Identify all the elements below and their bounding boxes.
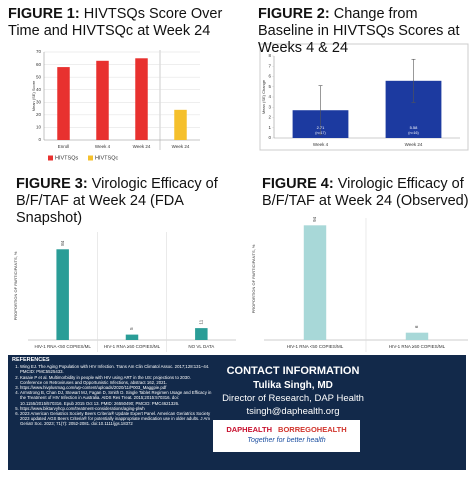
x-tick-label: Week 24 (133, 144, 151, 149)
figure-title: FIGURE 2: Change from Baseline in HIVTSQ… (258, 6, 472, 57)
contact-name: Tulika Singh, MD (253, 380, 333, 391)
legend-label: HIVTSQs (55, 155, 78, 161)
figure-label: FIGURE 2: (258, 6, 330, 22)
bar (57, 67, 70, 140)
count-label: (n=16) (408, 131, 419, 135)
y-axis-label: PROPORTION OF PARTICIPANTS, % (13, 251, 18, 320)
y-tick-label: 20 (36, 112, 42, 117)
reference: Wing EJ. The Aging Population with HIV I… (20, 364, 212, 374)
logo-tagline: Together for better health (247, 437, 326, 444)
value-label: 2.71 (317, 125, 326, 130)
references: REFERENCES Wing EJ. The Aging Population… (12, 357, 212, 427)
footer: REFERENCES Wing EJ. The Aging Population… (8, 355, 466, 470)
x-tick-label: Week 4 (313, 142, 329, 147)
figure-label: FIGURE 4: (262, 176, 334, 192)
contact: CONTACT INFORMATION Tulika Singh, MD Dir… (213, 365, 373, 417)
y-tick-label: 0 (38, 137, 41, 142)
y-tick-label: 3 (268, 104, 271, 109)
x-tick-label: NO VL DATA (188, 344, 214, 349)
y-tick-label: 30 (36, 99, 42, 104)
bar (96, 60, 109, 140)
bar (303, 225, 327, 340)
y-axis-label: Mean (SE) Change (261, 79, 266, 114)
bar (405, 332, 429, 340)
value-label: 11 (199, 319, 204, 324)
y-tick-label: 70 (36, 49, 42, 54)
y-tick-label: 5 (268, 84, 271, 89)
y-axis-label: Mean (SE) Score (31, 80, 36, 111)
value-label: 6 (414, 325, 419, 328)
title-text: Change from Baseline in HIVTSQs Scores a… (258, 6, 460, 56)
value-label: 5.58 (410, 125, 419, 130)
y-tick-label: 4 (268, 94, 271, 99)
legend-swatch (48, 155, 53, 161)
x-tick-label: HIV-1 RNA ≥50 COPIES/ML (104, 344, 161, 349)
logo-right: BORREGOHEALTH (278, 425, 347, 434)
legend-label: HIVTSQc (95, 155, 118, 161)
title-text: Virologic Efficacy of B/F/TAF at Week 24… (262, 176, 469, 209)
bar (125, 334, 139, 340)
logo-left: DAPHEALTH (226, 425, 273, 434)
reference: https://www.hivplusmag.com/wp-content/up… (20, 385, 212, 390)
figure-label: FIGURE 1: (8, 6, 80, 22)
x-tick-label: HIV-1 RNA ≥50 COPIES/ML (389, 344, 446, 349)
title-text: HIVTSQs Score Over Time and HIVTSQc at W… (8, 6, 223, 39)
references-title: REFERENCES (12, 357, 50, 363)
reference: Armstrong B, Chan DJ, Stewart MJ, Fagan … (20, 390, 212, 406)
count-label: (n=17) (315, 131, 326, 135)
y-tick-label: 60 (36, 62, 42, 67)
y-tick-label: 50 (36, 74, 42, 79)
y-tick-label: 6 (268, 74, 271, 79)
x-tick-label: Week 4 (95, 144, 111, 149)
x-tick-label: Week 24 (405, 142, 423, 147)
reference: Kasaie P et al. Multimorbidity in people… (20, 375, 212, 385)
figure-title: FIGURE 1: HIVTSQs Score Over Time and HI… (8, 6, 240, 40)
bar (56, 249, 69, 340)
x-tick-label: HIV-1 RNA <50 COPIES/ML (287, 344, 344, 349)
reference: https://www.biktarvyhcp.com/treatment-co… (20, 406, 212, 411)
reference: 2023 American Geriatrics Society Beers C… (20, 411, 212, 427)
y-tick-label: 10 (36, 125, 42, 130)
bar (195, 328, 208, 340)
y-tick-label: 2 (268, 115, 271, 120)
figure-label: FIGURE 3: (16, 176, 88, 192)
x-tick-label: HIV-1 RNA <50 COPIES/ML (34, 344, 91, 349)
y-tick-label: 7 (268, 63, 271, 68)
figure-title: FIGURE 4: Virologic Efficacy of B/F/TAF … (262, 176, 474, 210)
value-label: 94 (312, 216, 317, 222)
bar (174, 109, 187, 140)
x-tick-label: Week 24 (172, 144, 190, 149)
legend-swatch (88, 155, 93, 161)
contact-email: tsingh@daphealth.org (246, 406, 340, 417)
y-tick-label: 1 (268, 125, 271, 130)
bar (135, 58, 148, 140)
value-label: 84 (60, 240, 65, 246)
y-tick-label: 0 (268, 135, 271, 140)
reference-list: Wing EJ. The Aging Population with HIV I… (12, 364, 212, 426)
y-tick-label: 8 (268, 53, 271, 58)
y-tick-label: 40 (36, 87, 42, 92)
contact-title: CONTACT INFORMATION (226, 365, 360, 377)
figure-title: FIGURE 3: Virologic Efficacy of B/F/TAF … (16, 176, 248, 227)
contact-role: Director of Research, DAP Health (222, 393, 364, 404)
y-axis-label: PROPORTION OF PARTICIPANTS, % (251, 244, 256, 313)
logo: DAPHEALTH BORREGOHEALTH Together for bett… (213, 420, 360, 452)
x-tick-label: Enroll (58, 144, 70, 149)
title-text: Virologic Efficacy of B/F/TAF at Week 24… (16, 176, 218, 226)
chart-frame (259, 43, 469, 151)
value-label: 5 (129, 327, 134, 330)
